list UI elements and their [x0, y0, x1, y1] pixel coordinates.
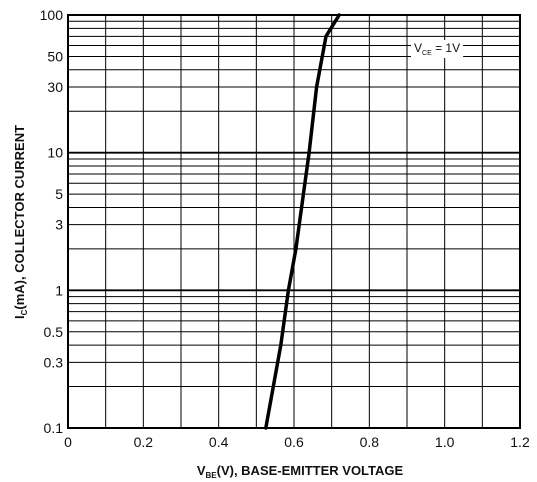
x-tick-label: 0 [64, 434, 72, 450]
x-tick-label: 0.4 [209, 434, 229, 450]
annotation-background [411, 40, 464, 58]
x-tick-label: 0.8 [360, 434, 380, 450]
y-tick-label: 1 [55, 282, 63, 298]
vce-annotation: VCE = 1V [414, 41, 460, 57]
y-tick-label: 100 [40, 7, 64, 23]
y-tick-label: 5 [55, 186, 63, 202]
y-tick-label: 3 [55, 217, 63, 233]
x-tick-label: 0.2 [134, 434, 154, 450]
series-group [264, 13, 341, 430]
y-tick-label: 0.5 [44, 324, 64, 340]
x-tick-label: 1.2 [510, 434, 530, 450]
y-tick-label: 30 [47, 79, 63, 95]
x-tick-label: 1.0 [435, 434, 455, 450]
x-axis-label: VBE(V), BASE-EMITTER VOLTAGE [197, 463, 404, 480]
plot-grid [67, 15, 521, 429]
y-tick-labels: 0.1 0.3 0.5 1 3 5 10 30 50 100 [40, 7, 64, 436]
plot-frame [67, 14, 521, 429]
y-tick-label: 10 [47, 145, 63, 161]
ic-vbe-curve [264, 13, 341, 430]
x-tick-label: 0.6 [284, 434, 304, 450]
y-tick-label: 50 [47, 48, 63, 64]
y-tick-label: 0.1 [44, 420, 64, 436]
x-tick-labels: 0 0.2 0.4 0.6 0.8 1.0 1.2 [64, 434, 530, 450]
y-axis-label: IC(mA), COLLECTOR CURRENT [12, 125, 29, 319]
y-tick-label: 0.3 [44, 354, 64, 370]
